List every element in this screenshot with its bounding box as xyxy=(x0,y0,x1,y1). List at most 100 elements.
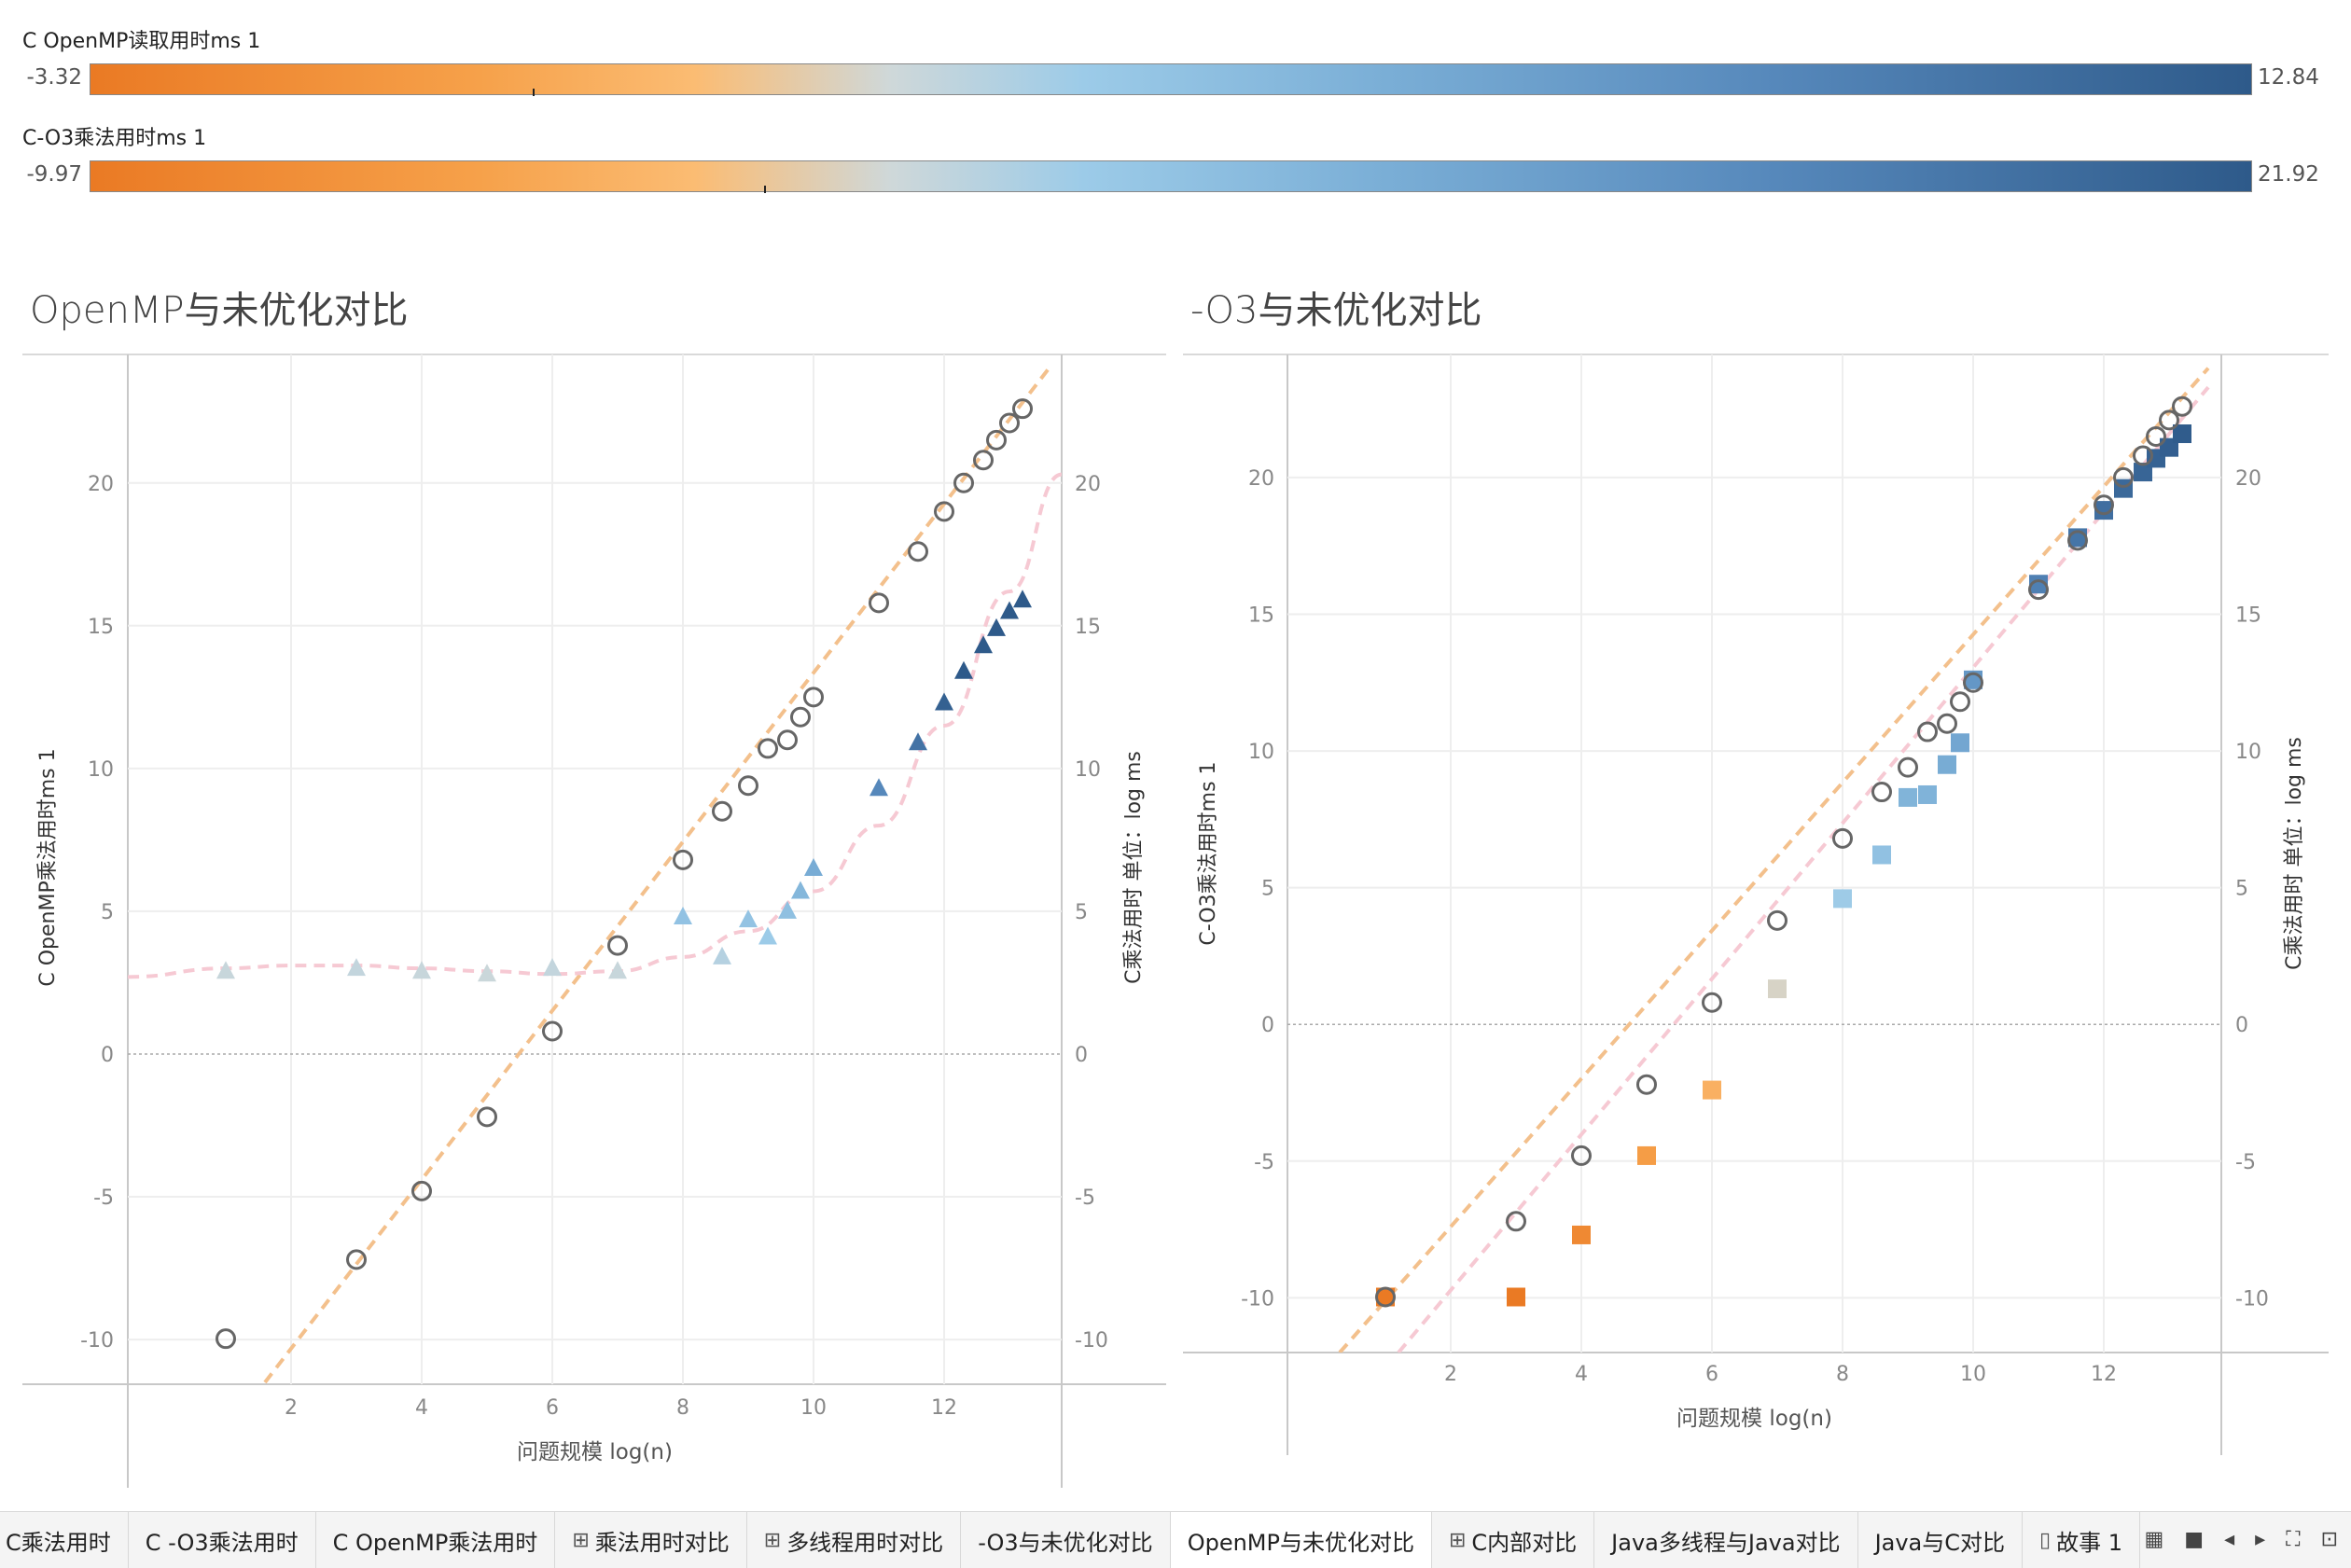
presentation-icon[interactable]: ⊡ xyxy=(2320,1527,2338,1551)
sheet-type-icon: ⊞ xyxy=(1448,1528,1467,1552)
color-scale-bar[interactable] xyxy=(90,160,2252,192)
legend-title: C OpenMP读取用时ms 1 xyxy=(22,30,261,53)
triangle-point xyxy=(713,946,731,964)
x-tick-label: 8 xyxy=(676,1396,689,1420)
circle-point xyxy=(1767,909,1788,931)
circle-point xyxy=(2113,466,2134,488)
y2-tick-label: -5 xyxy=(2235,1151,2256,1174)
y2-tick-label: -5 xyxy=(1075,1186,1095,1210)
square-point xyxy=(1899,787,1917,807)
y2-tick-label: 0 xyxy=(1075,1044,1088,1067)
x-tick-label: 10 xyxy=(1960,1363,1986,1386)
sheet-tab-label: Java多线程与Java对比 xyxy=(1611,1529,1841,1556)
square-point xyxy=(2029,575,2048,594)
y2-tick-label: 15 xyxy=(1075,616,1101,639)
y2-tick-label: 5 xyxy=(2235,878,2248,901)
y-tick-label: 5 xyxy=(1261,878,1274,901)
circle-point xyxy=(1871,782,1892,803)
x-axis-title: 问题规模 log(n) xyxy=(517,1440,673,1464)
triangle-point xyxy=(1013,590,1032,608)
sheet-tab[interactable]: Java与C对比 xyxy=(1858,1512,2024,1568)
grid-view-icon[interactable]: ▦ xyxy=(2144,1527,2164,1551)
sheet-tab[interactable]: C -O3乘法用时 xyxy=(129,1512,316,1568)
x-tick-label: 12 xyxy=(2091,1363,2117,1386)
legend-marker xyxy=(532,89,535,96)
trend-line-poly xyxy=(128,472,1062,979)
color-scale-bar[interactable] xyxy=(90,63,2252,95)
circle-point xyxy=(738,775,758,797)
sheet-tab[interactable]: ⊞ C内部对比 xyxy=(1432,1512,1595,1568)
circle-point xyxy=(346,1249,367,1270)
circle-point xyxy=(2028,579,2049,601)
circle-point xyxy=(803,687,824,708)
legend-min: -3.32 xyxy=(26,65,82,90)
triangle-point xyxy=(478,964,496,982)
y2-tick-label: -10 xyxy=(1075,1329,1108,1353)
circle-point xyxy=(986,429,1007,451)
circle-point xyxy=(1571,1145,1592,1166)
y-tick-label: 20 xyxy=(1248,467,1274,491)
x-tick-label: 6 xyxy=(546,1396,559,1420)
y-tick-label: 10 xyxy=(1248,741,1274,764)
legend-max: 12.84 xyxy=(2258,65,2319,90)
sheet-tab-label: Java与C对比 xyxy=(1874,1529,2006,1556)
y2-tick-label: 20 xyxy=(2235,467,2261,491)
circle-point xyxy=(1506,1211,1526,1232)
circle-point xyxy=(1012,398,1033,420)
y-tick-label: -5 xyxy=(93,1186,114,1210)
circle-point xyxy=(1636,1074,1657,1095)
next-tab-icon[interactable]: ▸ xyxy=(2255,1527,2266,1551)
square-point xyxy=(1507,1287,1525,1307)
circle-point xyxy=(1898,756,1918,778)
square-point xyxy=(1572,1225,1591,1244)
triangle-point xyxy=(791,881,810,899)
right-chart-title: -O3与未优化对比 xyxy=(1190,289,1482,332)
sheet-tab-label: 多线程用时对比 xyxy=(786,1529,944,1556)
sheet-tab[interactable]: ⊞ 乘法用时对比 xyxy=(555,1512,747,1568)
legend-title: C-O3乘法用时ms 1 xyxy=(22,127,207,150)
sheet-tab[interactable]: C OpenMP乘法用时 xyxy=(316,1512,556,1568)
circle-point xyxy=(953,472,974,493)
sheet-tab-label: OpenMP与未优化对比 xyxy=(1187,1529,1414,1556)
sheet-tab[interactable]: ▯ 故事 1 xyxy=(2023,1512,2141,1568)
legend-min: -9.97 xyxy=(26,162,82,187)
sheet-type-icon: ▯ xyxy=(2039,1528,2052,1552)
triangle-point xyxy=(869,778,888,797)
x-tick-label: 10 xyxy=(800,1396,827,1420)
sheet-tab[interactable]: OpenMP与未优化对比 xyxy=(1170,1512,1432,1568)
x-tick-label: 4 xyxy=(415,1396,428,1420)
circle-point xyxy=(712,800,732,822)
circle-point xyxy=(973,450,994,471)
circle-point xyxy=(2094,494,2114,516)
sheet-tab[interactable]: -O3与未优化对比 xyxy=(961,1512,1171,1568)
filmstrip-icon[interactable]: ■ xyxy=(2184,1527,2205,1551)
square-point xyxy=(1918,784,1937,804)
legend-marker xyxy=(763,186,766,193)
y-axis-title: C-O3乘法用时ms 1 xyxy=(1197,761,1220,945)
prev-tab-icon[interactable]: ◂ xyxy=(2224,1527,2235,1551)
triangle-point xyxy=(987,617,1006,636)
circle-point xyxy=(1963,672,1983,693)
sheet-tab[interactable]: C乘法用时 xyxy=(0,1512,129,1568)
sheet-tab-label: C内部对比 xyxy=(1471,1529,1578,1556)
x-tick-label: 12 xyxy=(931,1396,957,1420)
sheet-tab[interactable]: Java多线程与Java对比 xyxy=(1594,1512,1858,1568)
circle-point xyxy=(1375,1286,1396,1308)
fullscreen-icon[interactable]: ⛶ xyxy=(2286,1527,2301,1551)
y-tick-label: 15 xyxy=(88,616,114,639)
square-point xyxy=(1703,1080,1721,1100)
triangle-point xyxy=(347,958,366,977)
sheet-tab-bar: C乘法用时 C -O3乘法用时 C OpenMP乘法用时 ⊞ 乘法用时对比 ⊞ 多线程用时对… xyxy=(0,1511,2351,1568)
triangle-point xyxy=(804,858,823,876)
circle-point xyxy=(908,541,928,562)
triangle-point xyxy=(778,900,797,919)
sheet-tab-label: C乘法用时 xyxy=(6,1529,111,1556)
y-tick-label: 0 xyxy=(101,1044,114,1067)
triangle-point xyxy=(739,909,758,928)
sheet-tab-label: 乘法用时对比 xyxy=(594,1529,730,1556)
sheet-tab-label: 故事 1 xyxy=(2056,1529,2123,1556)
square-point xyxy=(1872,845,1891,865)
sheet-tab[interactable]: ⊞ 多线程用时对比 xyxy=(747,1512,962,1568)
y-tick-label: 20 xyxy=(88,473,114,496)
